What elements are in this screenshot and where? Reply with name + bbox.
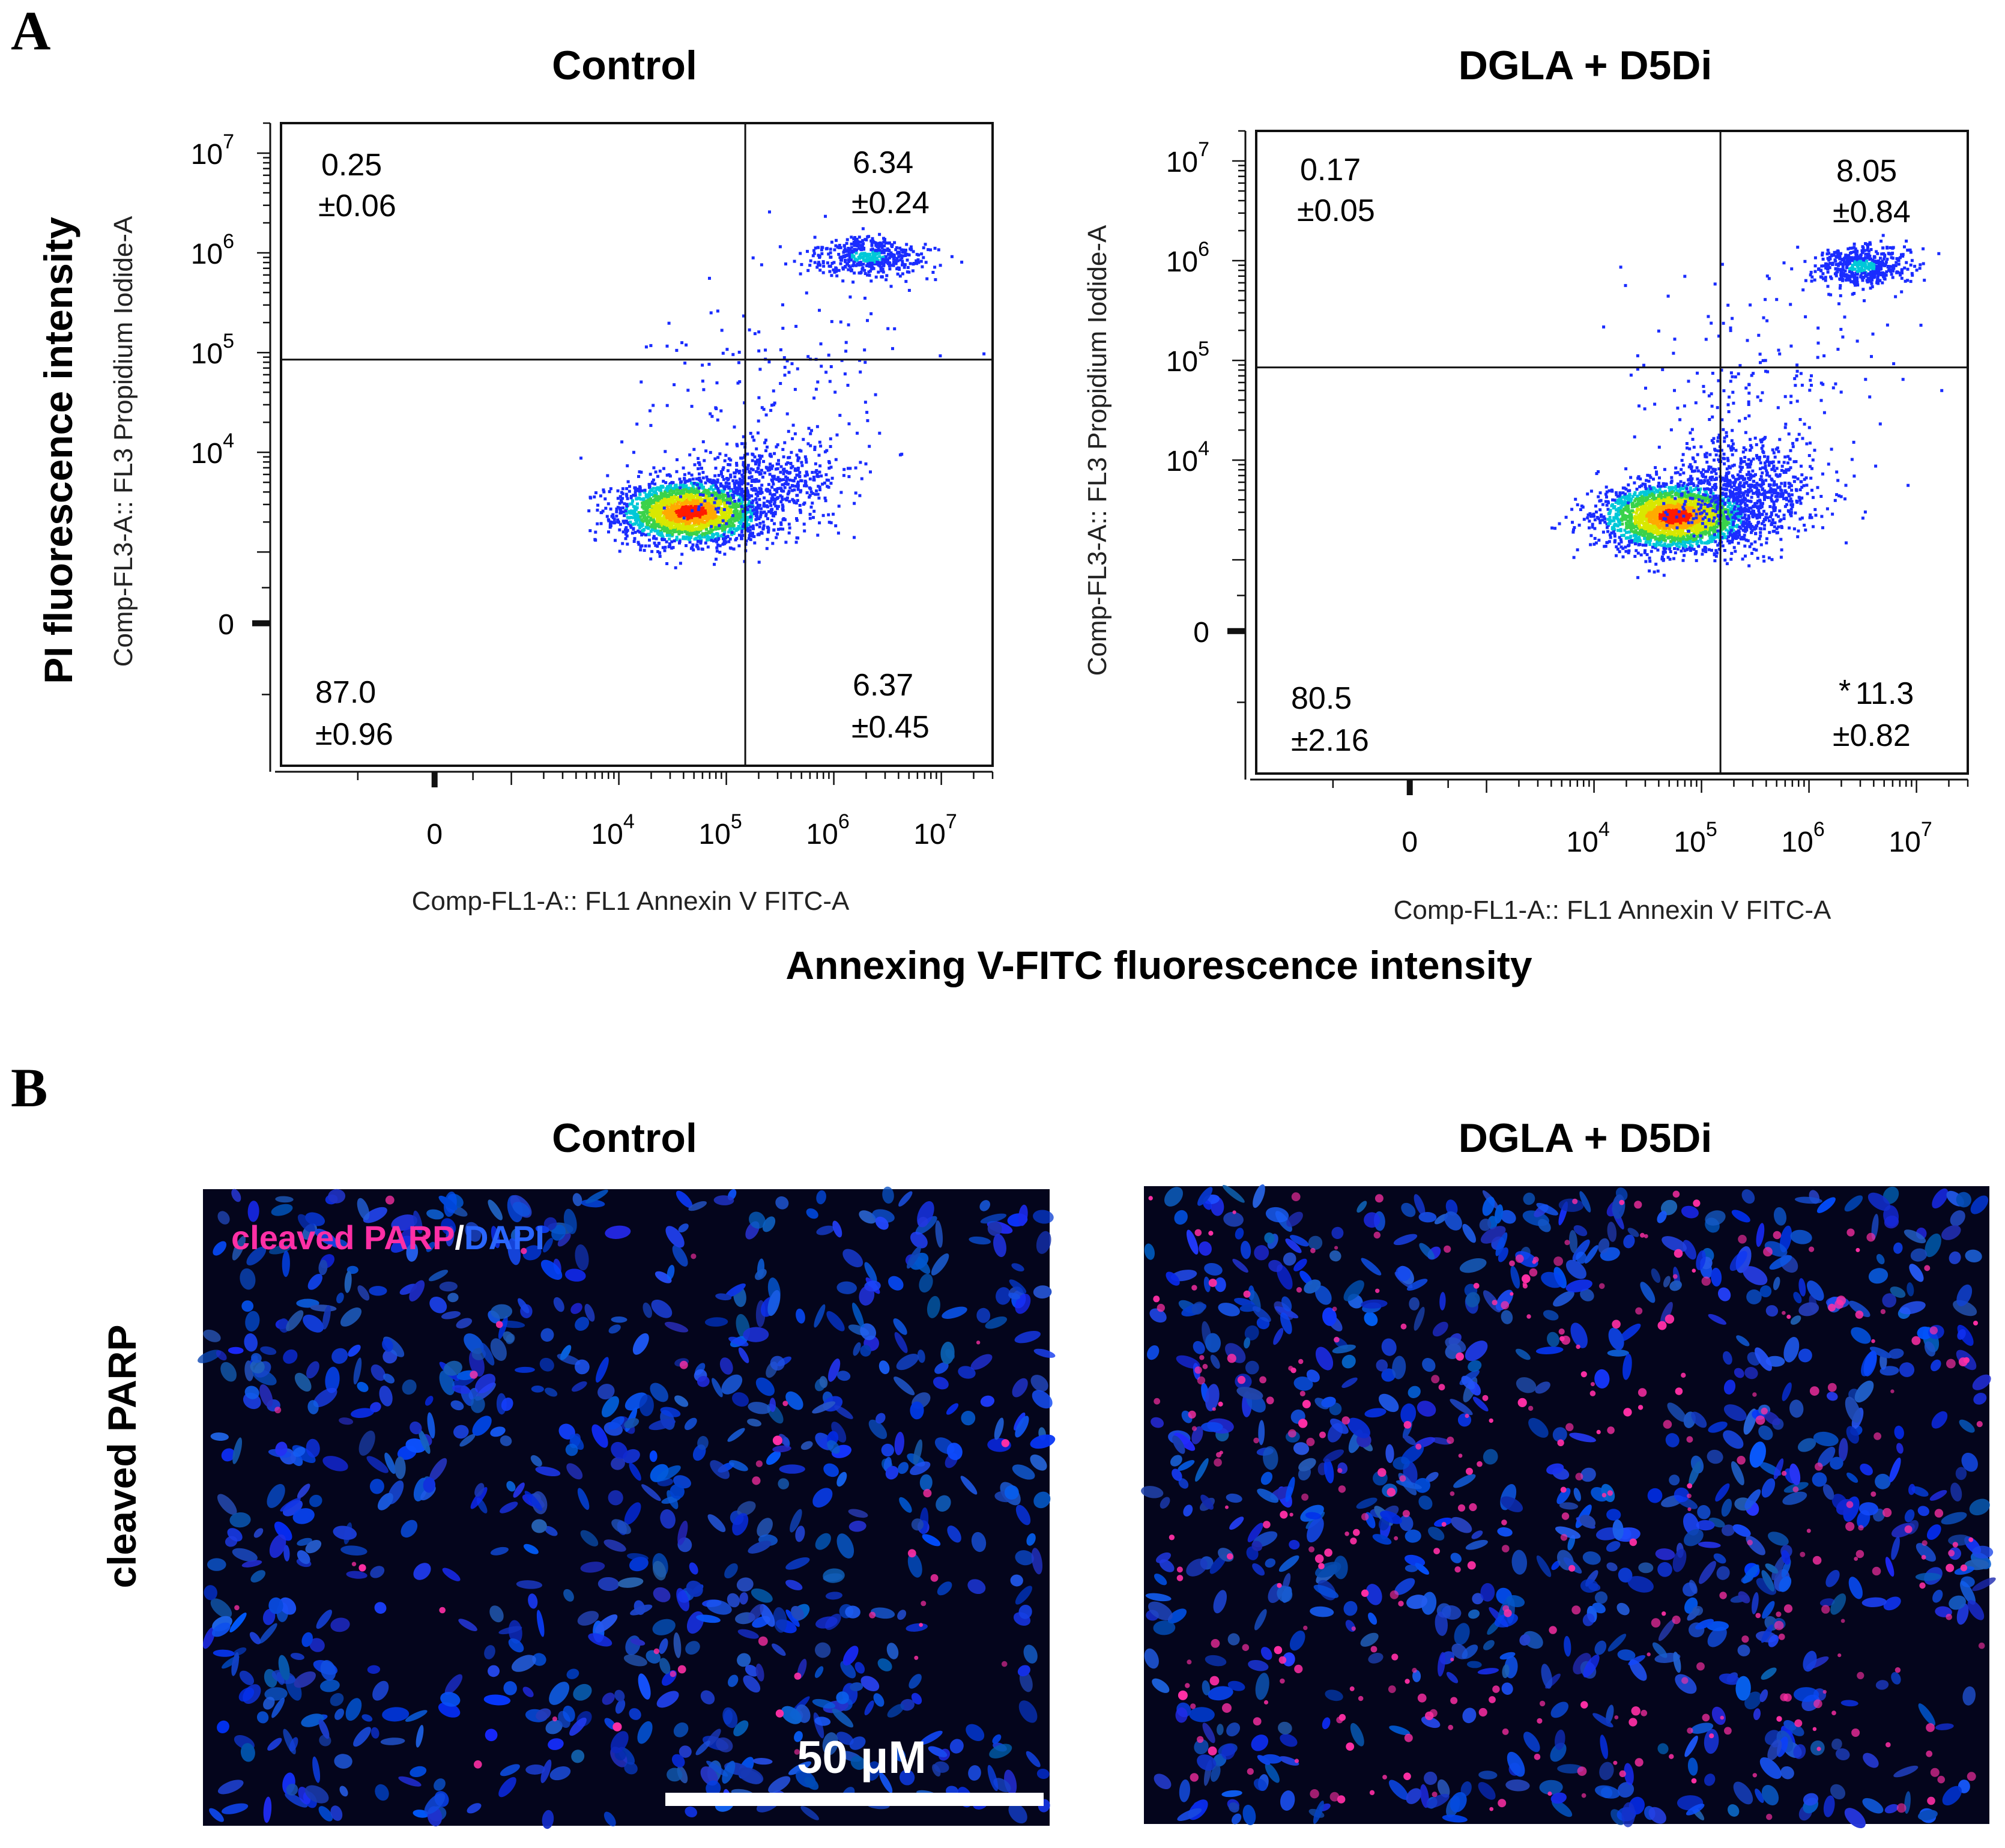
y-axis-label: Comp-FL3-A:: FL3 Propidium Iodide-A [1083,225,1112,676]
shared-y-axis-label: PI fluorescence intensity [36,217,80,684]
micrograph-title-control: Control [552,1115,697,1161]
quadrant-sd-top-left: ±0.06 [318,189,396,223]
legend-stain-dapi: DAPI [464,1219,545,1256]
quadrant-sd-bottom-right: ±0.82 [1833,718,1911,753]
micrograph-control: cleaved PARP/DAPI 50 μM [196,1186,1057,1830]
quadrant-marker-bottom-right: * [1839,674,1851,709]
micrograph-dgla-d5di [1140,1183,1998,1832]
micrograph-legend: cleaved PARP/DAPI [231,1219,545,1256]
panel-b-letter: B [11,1057,47,1118]
x-axis-label: Comp-FL1-A:: FL1 Annexin V FITC-A [1394,895,1831,925]
quadrant-value-bottom-left: 80.5 [1291,681,1352,716]
y-tick-label: 0 [218,609,234,641]
quadrant-value-top-left: 0.17 [1300,153,1361,187]
scale-bar-label: 50 μM [797,1732,926,1783]
quadrant-value-top-right: 8.05 [1836,154,1897,189]
quadrant-value-bottom-left: 87.0 [315,675,376,710]
quadrant-sd-bottom-left: ±0.96 [315,717,393,752]
scale-bar [665,1793,1044,1806]
legend-stain-cleaved-parp: cleaved PARP [231,1219,455,1256]
legend-separator: / [455,1219,464,1256]
quadrant-sd-bottom-right: ±0.45 [851,710,930,745]
quadrant-sd-top-right: ±0.24 [851,186,930,220]
x-tick-label: 0 [426,819,443,850]
quadrant-sd-top-right: ±0.84 [1833,195,1911,229]
y-axis-label: Comp-FL3-A:: FL3 Propidium Iodide-A [109,216,138,667]
chart-title: Control [552,43,697,88]
panel-a-letter: A [11,0,50,61]
micrograph-title-dgla-d5di: DGLA + D5Di [1459,1115,1713,1161]
x-axis-label: Comp-FL1-A:: FL1 Annexin V FITC-A [412,886,850,916]
quadrant-value-bottom-right: 11.3 [1855,676,1914,711]
shared-x-axis-label: Annexing V-FITC fluorescence intensity [785,943,1532,987]
panel-b-row-label: cleaved PARP [100,1325,144,1589]
quadrant-sd-bottom-left: ±2.16 [1291,723,1369,758]
quadrant-value-top-left: 0.25 [321,148,382,183]
quadrant-value-top-right: 6.34 [853,145,913,180]
y-tick-label: 0 [1193,617,1209,649]
chart-title: DGLA + D5Di [1459,43,1713,88]
x-tick-label: 0 [1402,826,1418,858]
quadrant-sd-top-left: ±0.05 [1297,193,1375,228]
quadrant-value-bottom-right: 6.37 [853,668,913,703]
